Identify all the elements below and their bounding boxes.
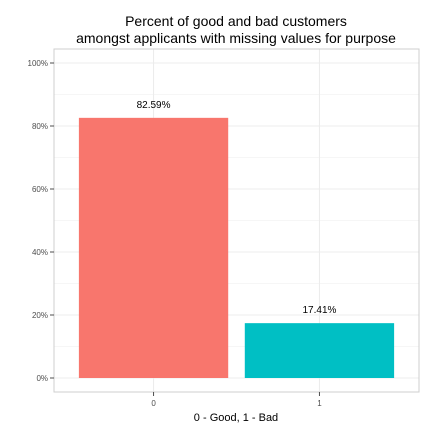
y-tick-label: 20% — [32, 311, 48, 320]
y-tick-label: 60% — [32, 185, 48, 194]
chart-title-line-1: Percent of good and bad customers — [125, 13, 347, 29]
y-tick-label: 80% — [32, 122, 48, 131]
data-label-0: 82.59% — [137, 100, 171, 111]
y-axis: 0% 20% 40% 60% 80% 100% — [28, 59, 54, 383]
y-tick-label: 100% — [28, 59, 48, 68]
bar-1 — [244, 323, 395, 378]
y-tick-label: 40% — [32, 248, 48, 257]
chart-title-line-2: amongst applicants with missing values f… — [76, 30, 396, 46]
x-axis-title: 0 - Good, 1 - Bad — [194, 412, 278, 424]
data-label-1: 17.41% — [302, 305, 336, 316]
x-tick-label: 0 — [151, 399, 156, 408]
x-tick-label: 1 — [317, 399, 322, 408]
bar-0 — [78, 117, 229, 379]
bars: 82.59% 17.41% — [78, 100, 395, 379]
plot-panel — [53, 48, 420, 393]
y-tick-label: 0% — [36, 374, 48, 383]
